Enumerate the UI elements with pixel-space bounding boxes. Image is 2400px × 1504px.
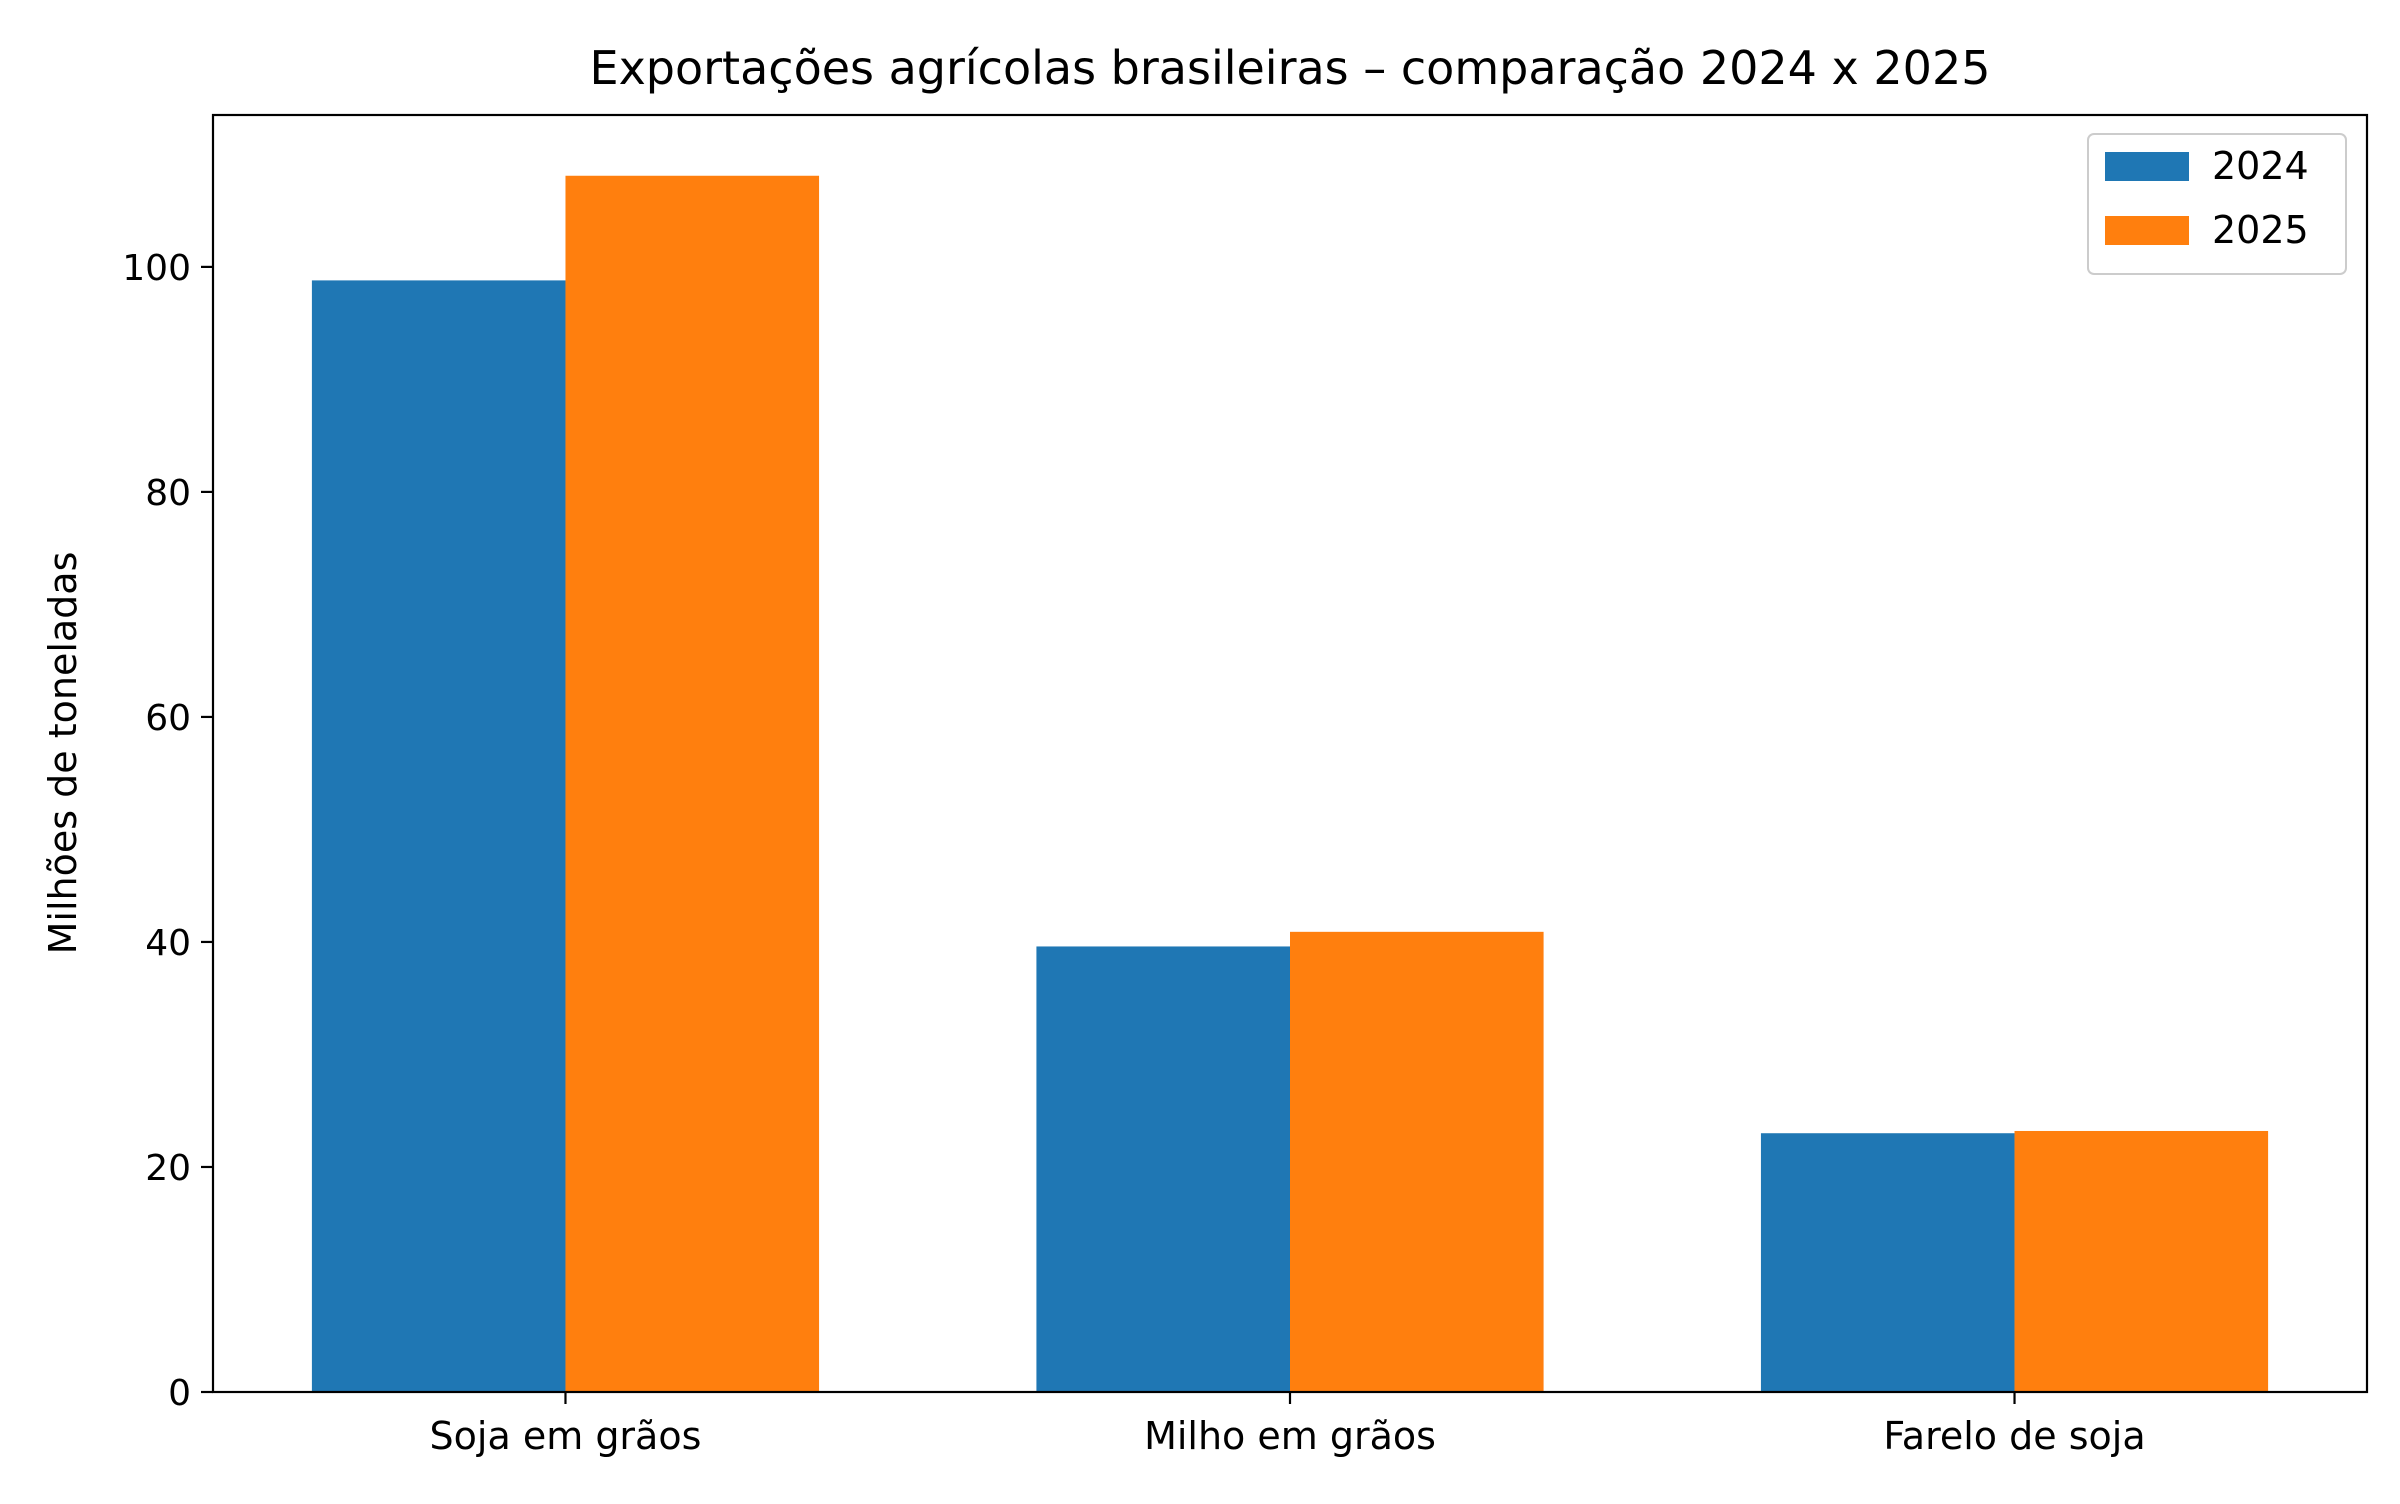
bar-2024-1	[1036, 946, 1290, 1392]
axes-layer: 0 20 40 60 80 100 Soja em grãos Milho em grãos F…	[122, 113, 2369, 1458]
bar-2025-1	[1290, 931, 1544, 1392]
legend-label-2025: 2025	[2212, 208, 2309, 252]
bar-2025-2	[2014, 1130, 2269, 1392]
y-axis-label: Milhões de toneladas	[41, 552, 85, 955]
y-tick-label: 40	[145, 923, 191, 964]
legend-swatch-2025	[2105, 216, 2189, 245]
legend-label-2024: 2024	[2212, 144, 2309, 188]
y-tick-label: 20	[145, 1148, 191, 1189]
bar-2024-2	[1760, 1133, 2015, 1392]
bars-layer	[311, 175, 2269, 1393]
y-tick-label: 0	[168, 1373, 191, 1414]
bar-2024-0	[311, 280, 566, 1393]
y-tick-label: 80	[145, 473, 191, 514]
legend: 2024 2025	[2087, 133, 2347, 275]
bar-2025-0	[565, 175, 820, 1392]
x-tick-label: Farelo de soja	[1883, 1414, 2145, 1458]
x-tick-label: Milho em grãos	[1144, 1414, 1436, 1458]
legend-swatch-2024	[2105, 152, 2189, 181]
y-tick-label: 100	[122, 248, 191, 289]
y-tick-label: 60	[145, 698, 191, 739]
x-tick-label: Soja em grãos	[430, 1414, 702, 1458]
chart-title: Exportações agrícolas brasileiras – comp…	[590, 41, 1991, 95]
